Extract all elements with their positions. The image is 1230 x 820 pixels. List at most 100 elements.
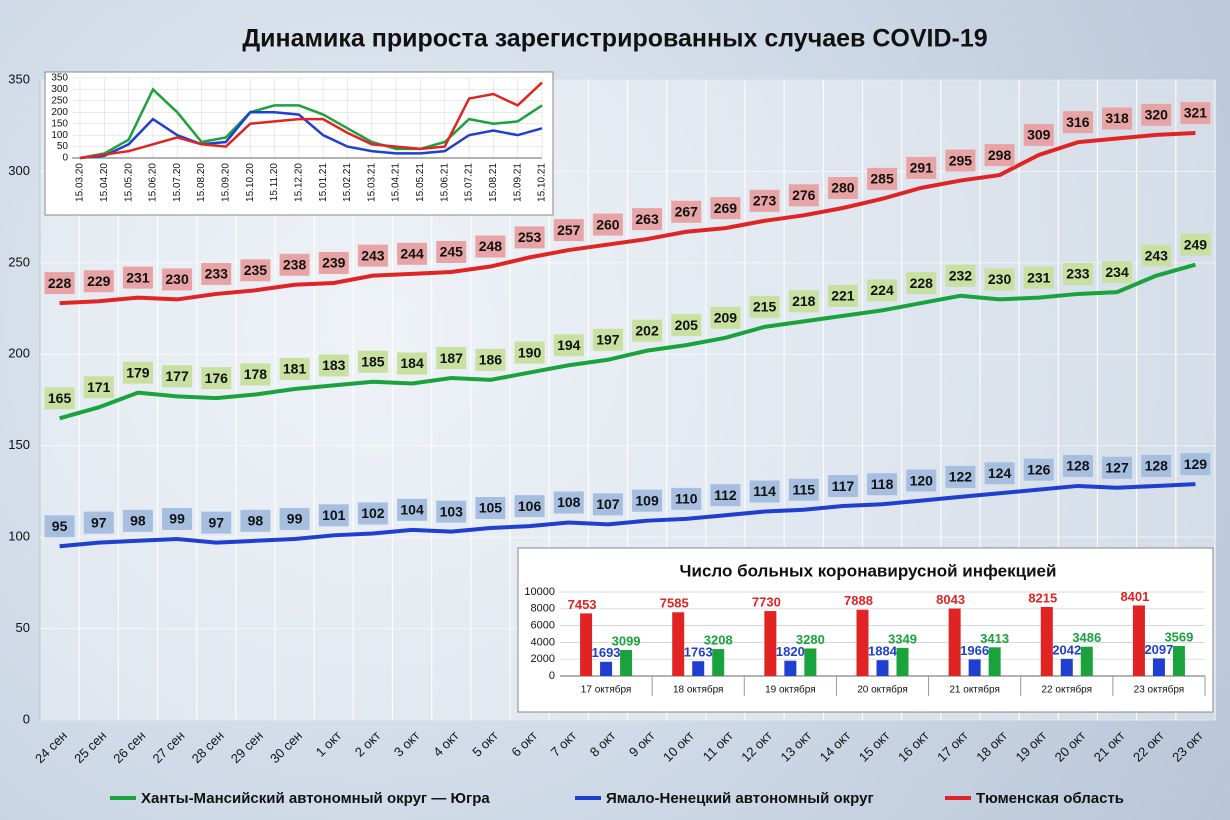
x-tick-label: 28 сен [189, 728, 227, 766]
value-label-box [906, 272, 937, 295]
x-tick-label: 24 сен [32, 728, 70, 766]
value-label: 230 [165, 271, 189, 287]
value-label: 126 [1027, 461, 1051, 477]
value-label-box [397, 498, 428, 521]
value-label-box [357, 502, 388, 525]
bar [692, 661, 705, 676]
value-label-box [788, 478, 819, 501]
x-tick-label: 15.06.21 [439, 163, 450, 202]
bar [620, 649, 633, 676]
x-tick-label: 4 окт [430, 728, 462, 760]
value-label: 127 [1105, 459, 1129, 475]
value-label: 229 [87, 273, 111, 289]
value-label: 243 [361, 247, 385, 263]
value-label-box [436, 347, 467, 370]
value-label-box [475, 497, 506, 519]
bar [600, 661, 613, 676]
value-label: 99 [287, 511, 303, 527]
bar [1040, 606, 1053, 676]
value-label: 7585 [660, 596, 689, 611]
x-tick-label: 21 окт [1091, 728, 1128, 765]
x-tick-label: 15.09.20 [221, 163, 232, 202]
value-label-box [1180, 102, 1211, 125]
value-label-box [671, 200, 702, 223]
value-label: 114 [753, 483, 776, 499]
value-label-box [201, 367, 232, 390]
x-tick-label: 15.02.21 [342, 163, 353, 202]
value-label: 202 [635, 322, 659, 338]
value-label: 316 [1066, 114, 1090, 130]
y-tick-label: 10000 [524, 586, 555, 598]
x-tick-label: 15.10.20 [245, 163, 256, 202]
value-label: 253 [518, 229, 542, 245]
x-tick-label: 22 октября [1042, 684, 1093, 696]
bar [856, 609, 869, 676]
value-label: 205 [675, 317, 699, 333]
x-tick-label: 15.03.21 [366, 163, 377, 202]
value-label-box [632, 208, 663, 231]
value-label-box [318, 504, 349, 527]
bar [968, 659, 981, 676]
value-label-box [240, 509, 271, 532]
value-label: 239 [322, 255, 346, 271]
value-label: 209 [714, 310, 738, 326]
value-label-box [867, 473, 898, 496]
value-label: 257 [557, 222, 581, 238]
value-label-box [1023, 123, 1054, 146]
bar [712, 649, 725, 676]
value-label: 1820 [776, 644, 805, 659]
value-label: 231 [1027, 269, 1051, 285]
value-label: 128 [1145, 458, 1169, 474]
bar [1132, 605, 1145, 676]
value-label-box [1062, 262, 1093, 285]
x-tick-label: 11 окт [700, 728, 736, 764]
value-label: 280 [831, 180, 855, 196]
y-tick-label: 0 [549, 670, 555, 682]
x-tick-label: 15.11.20 [269, 163, 280, 202]
value-label: 186 [479, 352, 503, 368]
value-label-box [788, 290, 819, 313]
x-tick-label: 17 октября [581, 684, 632, 696]
value-label: 244 [400, 246, 424, 262]
value-label: 248 [479, 238, 503, 254]
x-tick-label: 18 окт [973, 728, 1010, 765]
y-tick-label: 50 [57, 141, 69, 152]
line [79, 111, 543, 160]
value-label-box [553, 334, 584, 357]
value-label: 8215 [1028, 590, 1057, 605]
value-label-box [945, 465, 976, 488]
value-label: 122 [949, 469, 973, 485]
value-label-box [710, 197, 741, 220]
value-label: 102 [361, 505, 385, 521]
value-label-box [279, 358, 310, 381]
value-label-box [1141, 454, 1172, 477]
value-label: 8401 [1120, 589, 1149, 604]
value-label-box [397, 242, 428, 265]
x-tick-label: 16 окт [895, 728, 932, 765]
value-label: 97 [91, 514, 107, 530]
value-label-box [553, 219, 584, 242]
value-label: 183 [322, 357, 346, 373]
value-label-box [201, 511, 232, 534]
value-label-box [279, 507, 310, 530]
value-label-box [357, 244, 388, 267]
value-label-box [867, 167, 898, 190]
value-label-box [592, 213, 623, 236]
value-label: 228 [910, 275, 934, 291]
value-label-box [44, 515, 75, 538]
value-label-box [122, 266, 153, 289]
value-label-box [44, 387, 75, 410]
value-label: 97 [208, 514, 224, 530]
value-label: 221 [831, 288, 855, 304]
value-label: 101 [322, 507, 346, 523]
value-label-box [162, 507, 193, 530]
value-label: 98 [130, 513, 146, 529]
value-label: 215 [753, 299, 777, 315]
value-label: 245 [440, 244, 464, 260]
value-label: 1966 [960, 643, 989, 658]
value-label-box [1102, 107, 1133, 130]
value-label: 112 [714, 487, 737, 503]
bar [1080, 646, 1093, 676]
value-label: 2097 [1144, 642, 1173, 657]
